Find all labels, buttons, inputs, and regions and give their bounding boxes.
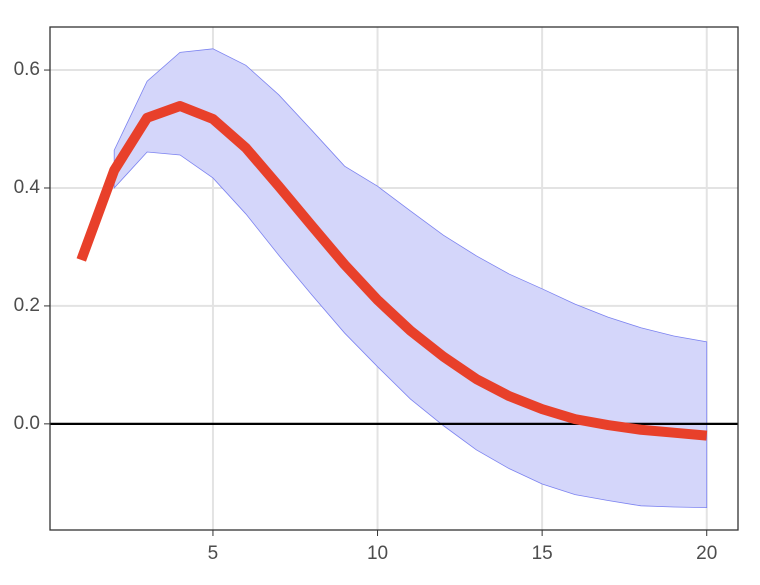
- x-tick-label: 10: [367, 543, 388, 564]
- y-tick-label: 0.4: [14, 177, 41, 198]
- x-tick-label: 20: [696, 543, 717, 564]
- y-tick-label: 0.6: [14, 59, 40, 80]
- plot-border: [49, 26, 739, 531]
- x-tick-label: 5: [208, 543, 219, 564]
- y-tick-label: 0.0: [14, 413, 40, 434]
- y-tick-label: 0.2: [14, 295, 40, 316]
- line: [76, 101, 708, 441]
- x-tick-label: 15: [532, 543, 553, 564]
